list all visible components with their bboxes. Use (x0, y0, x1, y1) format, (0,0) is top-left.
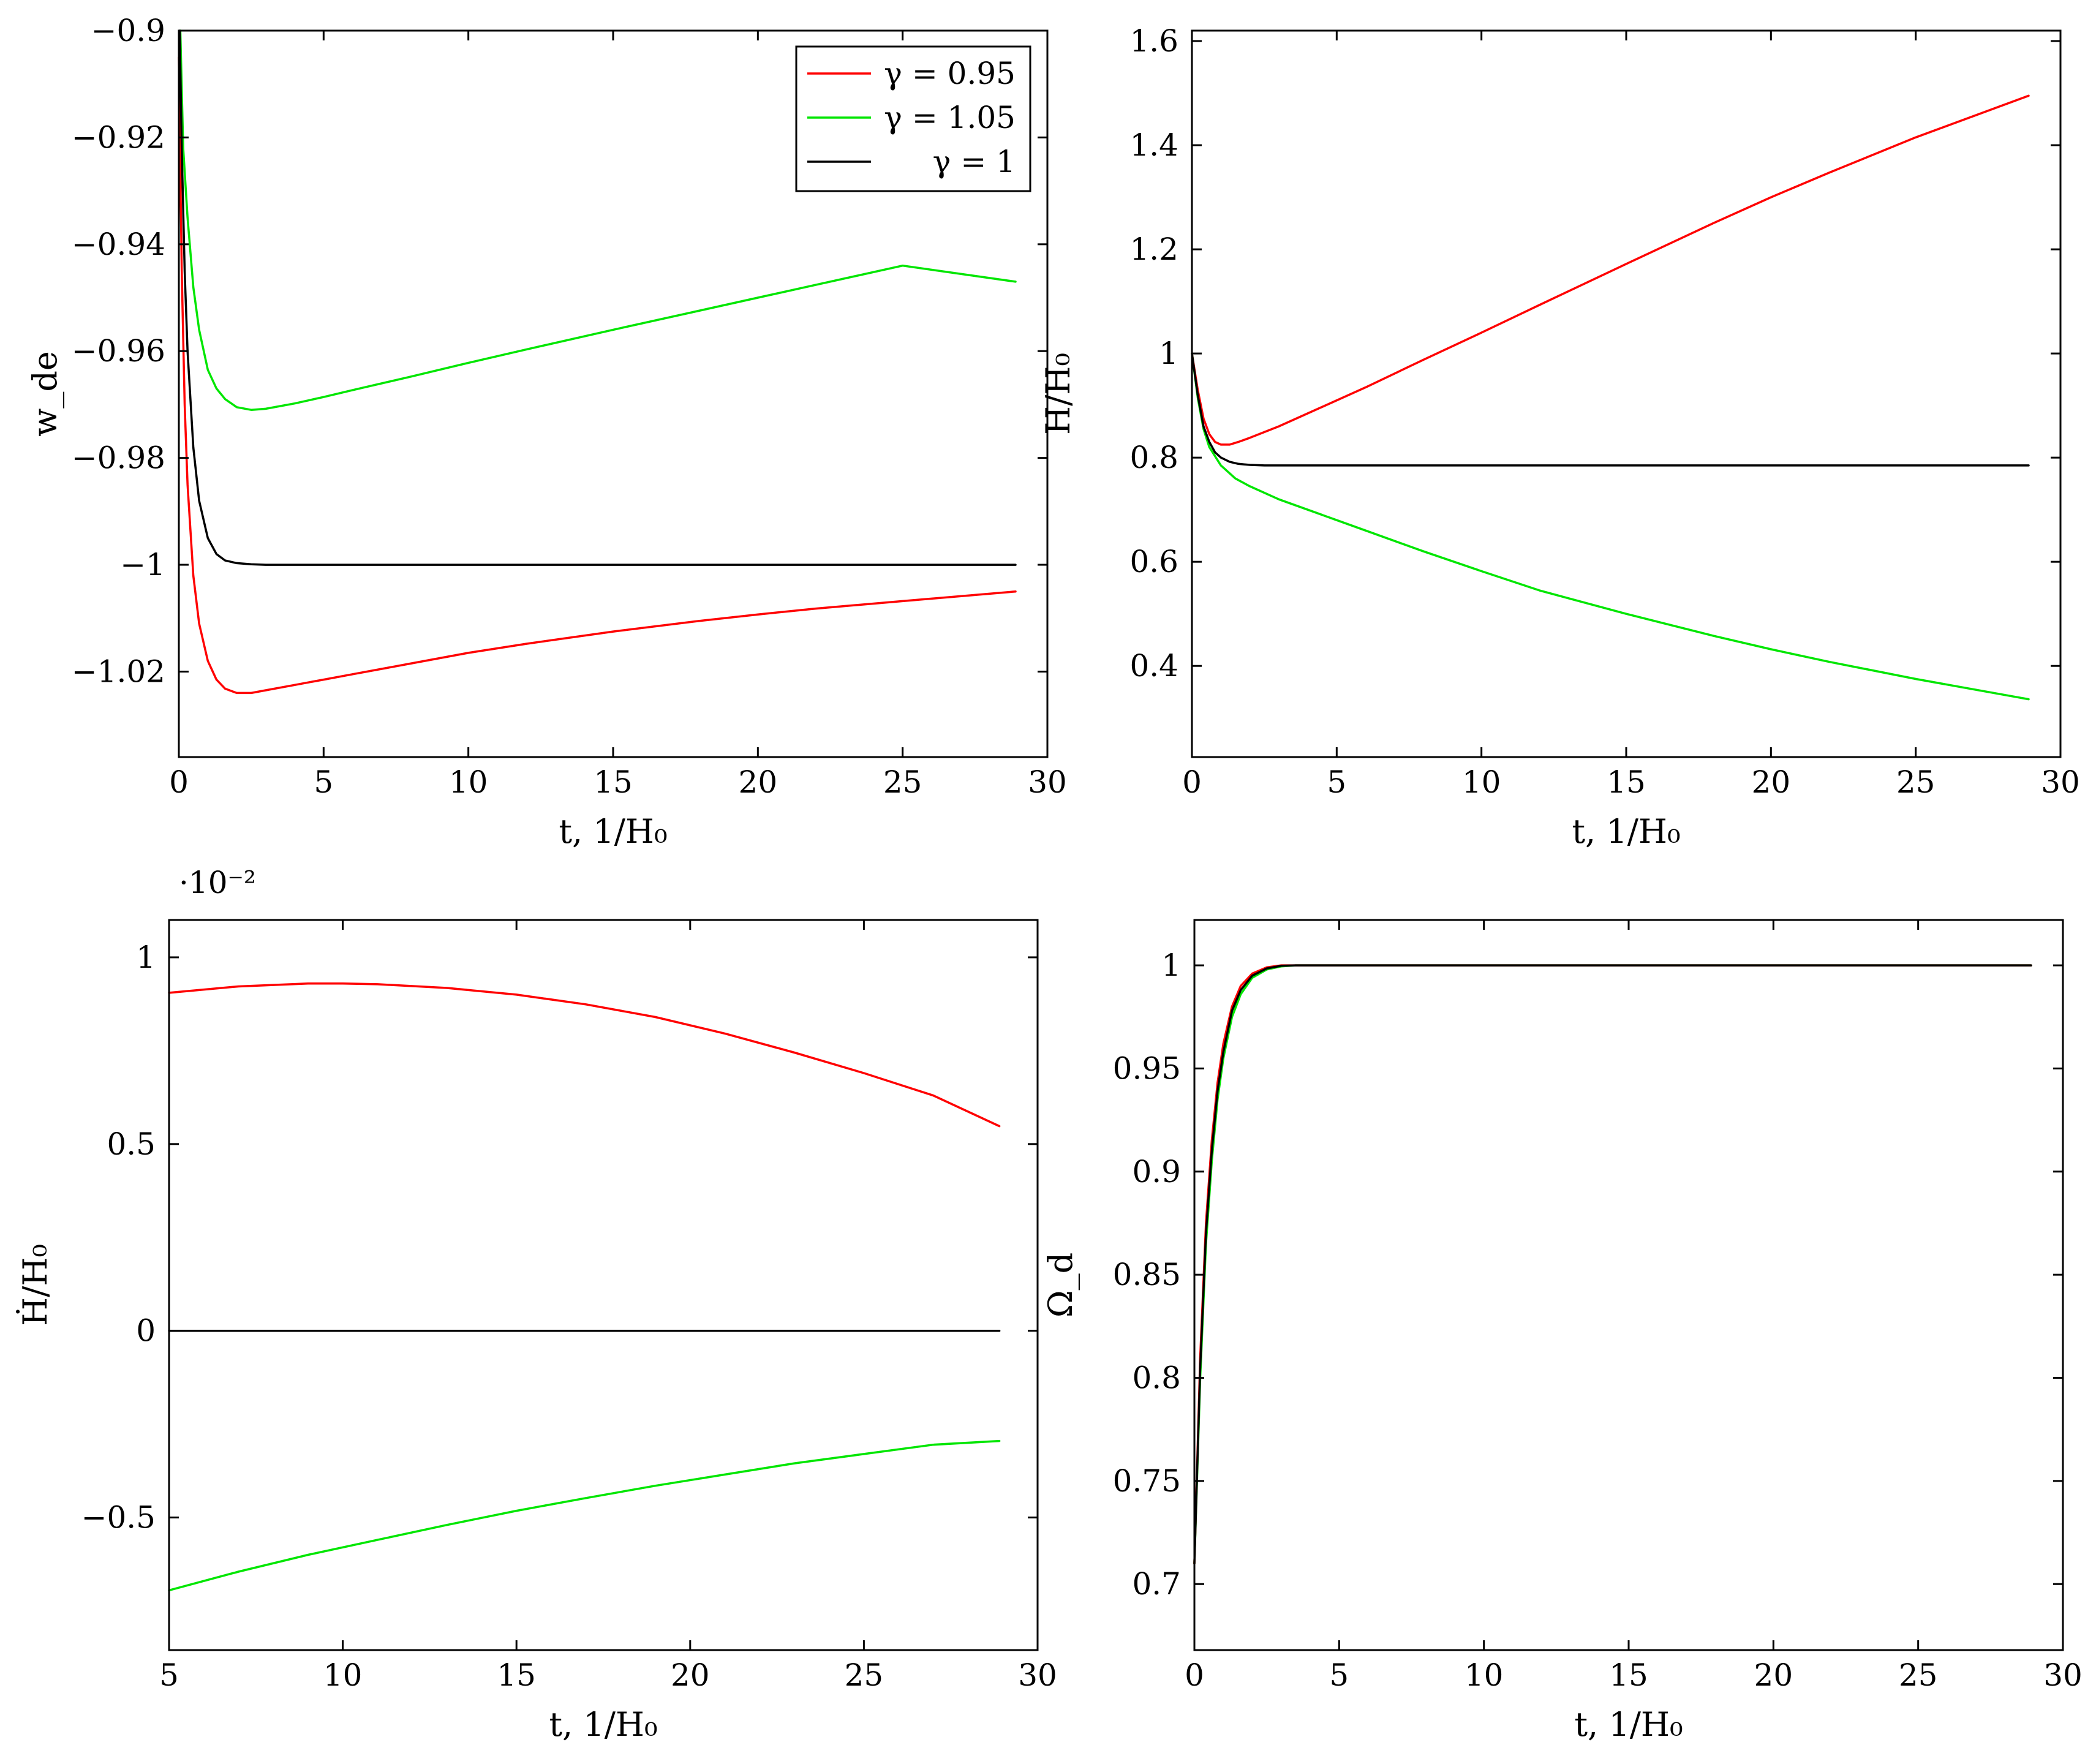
x-tick-label: 25 (845, 1657, 884, 1693)
x-tick-label: 5 (1329, 1657, 1349, 1693)
x-tick-label: 0 (1185, 1657, 1204, 1693)
x-tick-label: 30 (2041, 764, 2080, 800)
legend-box (795, 45, 1031, 192)
wde-panel: 0 5 10 15 20 25 30 −0.9 −0.92 −0.94 −0.96 −0.98 −1 −1… (26, 13, 1067, 851)
y-tick-label: −0.96 (72, 333, 165, 369)
series-line-green (1193, 964, 2032, 1565)
y-tick-label: 0.7 (1132, 1566, 1181, 1602)
x-tick-label: 30 (1028, 764, 1067, 800)
x-axis-label: t, 1/H₀ (549, 1705, 657, 1744)
x-tick-label: 25 (1896, 764, 1936, 800)
x-tick-label: 15 (1607, 764, 1646, 800)
y-axis-label: w_de (26, 351, 64, 437)
x-tick-label: 0 (169, 764, 189, 800)
x-tick-label: 15 (1609, 1657, 1648, 1693)
y-tick-label: 1.6 (1129, 23, 1178, 59)
x-axis-label: t, 1/H₀ (1572, 812, 1680, 851)
y-tick-label: −0.5 (81, 1500, 156, 1536)
y-tick-label: −0.94 (72, 227, 165, 262)
hubble-ratio-panel: 0 5 10 15 20 25 30 0.4 0.6 0.8 1 1.2 1.4 1.6 t, 1/H₀ H/… (1039, 23, 2080, 851)
y-tick-label: 1 (1159, 336, 1178, 371)
x-tick-label: 20 (739, 764, 778, 800)
y-tick-label: −0.92 (72, 119, 165, 155)
y-tick-label: 0.6 (1129, 544, 1178, 579)
x-tick-label: 5 (1327, 764, 1346, 800)
x-tick-label: 10 (449, 764, 488, 800)
y-tick-label: 1 (1161, 948, 1181, 983)
y-tick-label: 0.8 (1129, 440, 1178, 475)
hdot-panel: 5 10 15 20 25 30 −0.5 0 0.5 1 t, 1/H₀ Ḣ/H₀ ·10⁻² (15, 865, 1057, 1744)
y-multiplier: ·10⁻² (179, 865, 256, 900)
series-line-green (179, 29, 1017, 411)
y-tick-label: −1 (120, 547, 165, 582)
y-axis-label: H/H₀ (1039, 353, 1077, 435)
series-line-red (1193, 964, 2032, 1565)
y-tick-label: 1.4 (1129, 127, 1178, 163)
y-tick-label: 0 (136, 1313, 156, 1349)
x-tick-label: 5 (314, 764, 333, 800)
y-tick-label: 0.75 (1113, 1463, 1181, 1499)
x-tick-label: 15 (594, 764, 633, 800)
x-tick-label: 30 (1018, 1657, 1057, 1693)
y-tick-label: 0.8 (1132, 1360, 1181, 1396)
omega-d-panel: 0 5 10 15 20 25 30 0.7 0.75 0.8 0.85 0.9 0.95 1 t, 1/H… (1041, 919, 2083, 1744)
x-axis-label: t, 1/H₀ (559, 812, 667, 851)
y-tick-label: −0.98 (72, 440, 165, 476)
series-line-red (1191, 94, 2030, 446)
x-tick-label: 20 (671, 1657, 710, 1693)
y-tick-label: 0.5 (107, 1126, 156, 1162)
y-tick-label: 0.4 (1129, 648, 1178, 684)
x-tick-label: 5 (159, 1657, 179, 1693)
y-tick-label: 0.9 (1132, 1154, 1181, 1189)
y-tick-label: 0.95 (1113, 1050, 1181, 1086)
x-tick-label: 10 (323, 1657, 363, 1693)
series-line-red (178, 56, 1017, 695)
y-axis-label: Ω_d (1041, 1253, 1080, 1317)
x-tick-label: 10 (1465, 1657, 1504, 1693)
x-tick-label: 20 (1754, 1657, 1793, 1693)
y-axis-label: Ḣ/H₀ (15, 1244, 55, 1326)
x-tick-label: 10 (1462, 764, 1501, 800)
series-line-green (1191, 352, 2030, 701)
y-tick-label: −1.02 (72, 654, 165, 689)
x-tick-label: 25 (1899, 1657, 1938, 1693)
y-tick-label: 0.85 (1113, 1257, 1181, 1292)
y-tick-label: −0.9 (91, 13, 165, 48)
legend-entry: γ = 1 (933, 144, 1016, 179)
plot-frame (1191, 29, 2062, 758)
series-line-red (168, 982, 1001, 1128)
plot-frame (168, 919, 1039, 1651)
x-tick-label: 30 (2043, 1657, 2083, 1693)
legend-entry: γ = 1.05 (884, 100, 1016, 135)
legend-entry: γ = 0.95 (884, 56, 1016, 91)
y-tick-label: 1 (136, 940, 156, 975)
x-axis-label: t, 1/H₀ (1574, 1705, 1683, 1744)
series-line-black (1193, 964, 2032, 1565)
x-tick-label: 20 (1752, 764, 1791, 800)
x-tick-label: 15 (497, 1657, 536, 1693)
x-tick-label: 0 (1182, 764, 1202, 800)
series-line-black (1191, 352, 2030, 467)
x-tick-label: 25 (883, 764, 922, 800)
legend: γ = 0.95 γ = 1.05 γ = 1 (795, 45, 1031, 192)
y-tick-label: 1.2 (1129, 232, 1178, 267)
plot-frame (1193, 919, 2064, 1651)
series-line-green (168, 1439, 1001, 1592)
